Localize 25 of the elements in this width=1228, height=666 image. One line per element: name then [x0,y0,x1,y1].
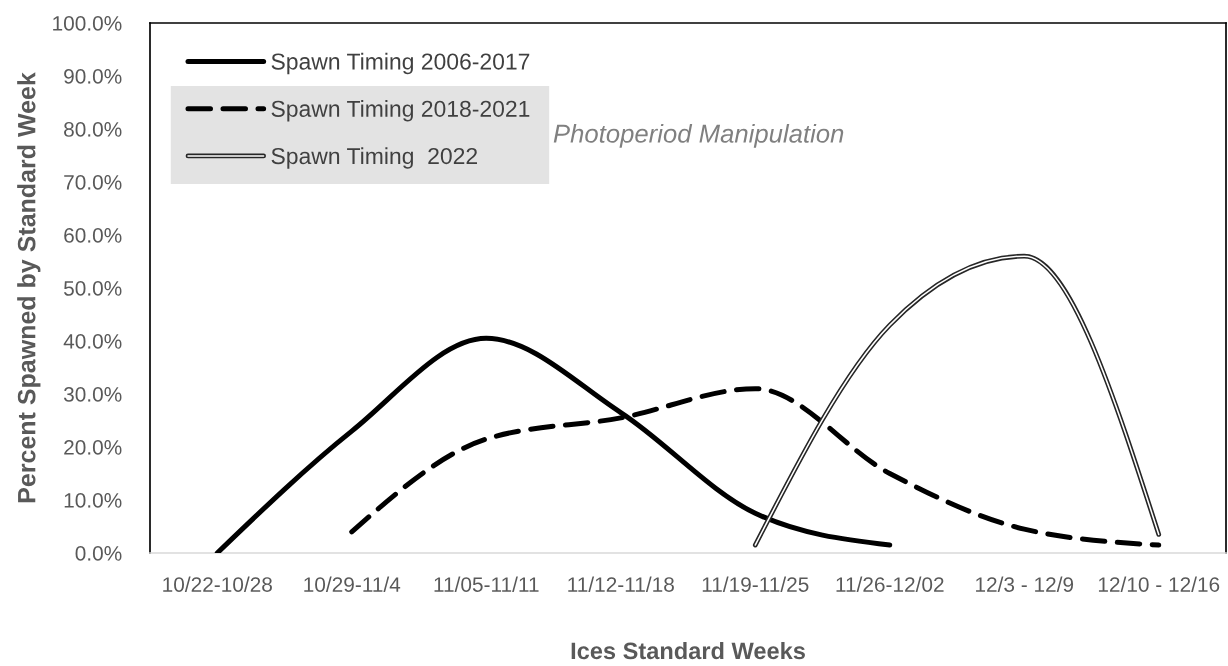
legend-label: Spawn Timing 2018-2021 [271,100,530,122]
y-tick-label: 30.0% [63,387,122,402]
y-tick-label: 50.0% [63,281,122,296]
annotation: Photoperiod Manipulation [553,123,844,148]
x-tick-label: 11/12-11/18 [568,576,674,592]
x-tick-label: 10/29-11/4 [304,576,401,592]
y-tick-label: 20.0% [64,440,122,455]
y-tick-label: 80.0% [64,122,122,137]
y-tick-label: 0.0% [75,546,122,561]
x-tick-label: 12/10 - 12/16 [1098,576,1220,592]
y-tick-label: 70.0% [64,175,122,190]
x-tick-label: 11/26-12/02 [836,576,944,592]
legend-label: Spawn Timing 2022 [271,147,478,169]
y-axis-title: Percent Spawned by Standard Week [17,72,41,503]
y-tick-label: 100.0% [53,16,122,31]
y-tick-label: 10.0% [64,493,122,508]
x-tick-label: 12/3 - 12/9 [976,576,1074,592]
y-tick-label: 90.0% [64,69,122,84]
x-tick-label: 11/19-11/25 [702,576,809,592]
x-tick-label: 11/05-11/11 [434,576,539,592]
legend-label: Spawn Timing 2006-2017 [271,52,530,75]
y-tick-label: 40.0% [63,334,122,349]
y-tick-label: 60.0% [64,228,122,243]
x-axis-title: Ices Standard Weeks [571,641,805,660]
x-tick-label: 10/22-10/28 [163,576,272,592]
